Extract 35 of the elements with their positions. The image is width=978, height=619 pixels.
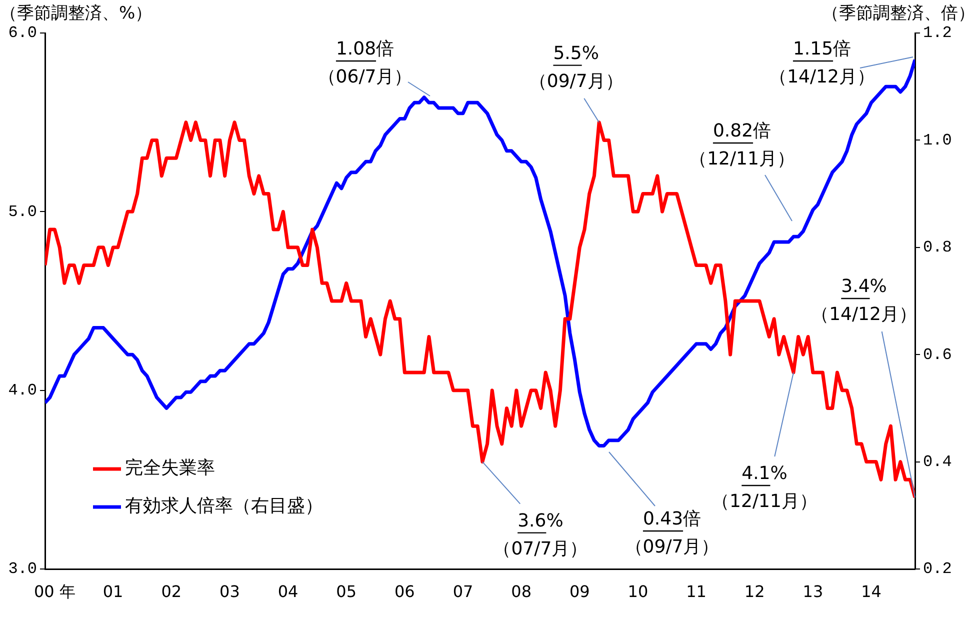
y-tick-label: 5.0	[8, 202, 37, 221]
x-tick-label: 11	[686, 582, 706, 601]
y-axis-title: （季節調整済、%）	[0, 3, 152, 24]
x-tick-label: 00 年	[34, 582, 76, 601]
y-tick-label: 6.0	[8, 24, 37, 42]
y2-tick-label: 0.2	[923, 560, 952, 578]
annotation: 0.82倍（12/11月）	[689, 120, 795, 170]
annotation: 1.08倍（06/7月）	[318, 38, 412, 88]
x-tick-label: 08	[511, 582, 532, 601]
x-tick-label: 01	[102, 582, 124, 601]
annotation: 3.6%（07/7月）	[493, 510, 588, 560]
x-tick-label: 13	[802, 582, 824, 601]
x-tick-label: 10	[628, 582, 648, 601]
x-tick-label: 03	[220, 582, 240, 601]
y2-tick-label: 1.2	[923, 24, 952, 42]
annotation: 3.4%（14/12月）	[811, 276, 917, 326]
y2-axis-title: （季節調整済、倍）	[822, 3, 975, 24]
x-tick-label: 06	[394, 582, 415, 601]
x-tick-label: 07	[452, 582, 474, 601]
y2-tick-label: 0.4	[923, 453, 952, 472]
x-tick-label: 14	[861, 582, 882, 601]
annotation: 5.5%（09/7月）	[528, 43, 624, 92]
legend-label: 完全失業率	[125, 458, 215, 479]
y-tick-label: 3.0	[8, 560, 37, 578]
y2-tick-label: 1.0	[923, 131, 952, 150]
x-tick-label: 12	[744, 582, 765, 601]
x-tick-label: 04	[278, 582, 298, 601]
legend-label: 有効求人倍率（右目盛）	[125, 496, 323, 517]
y2-tick-label: 0.8	[923, 238, 952, 257]
x-tick-label: 09	[569, 582, 590, 601]
x-tick-label: 05	[336, 582, 357, 601]
annotation: 1.15倍（14/12月）	[769, 38, 875, 88]
y2-tick-label: 0.6	[923, 346, 952, 364]
y-tick-label: 4.0	[8, 382, 37, 400]
x-tick-label: 02	[161, 582, 182, 601]
